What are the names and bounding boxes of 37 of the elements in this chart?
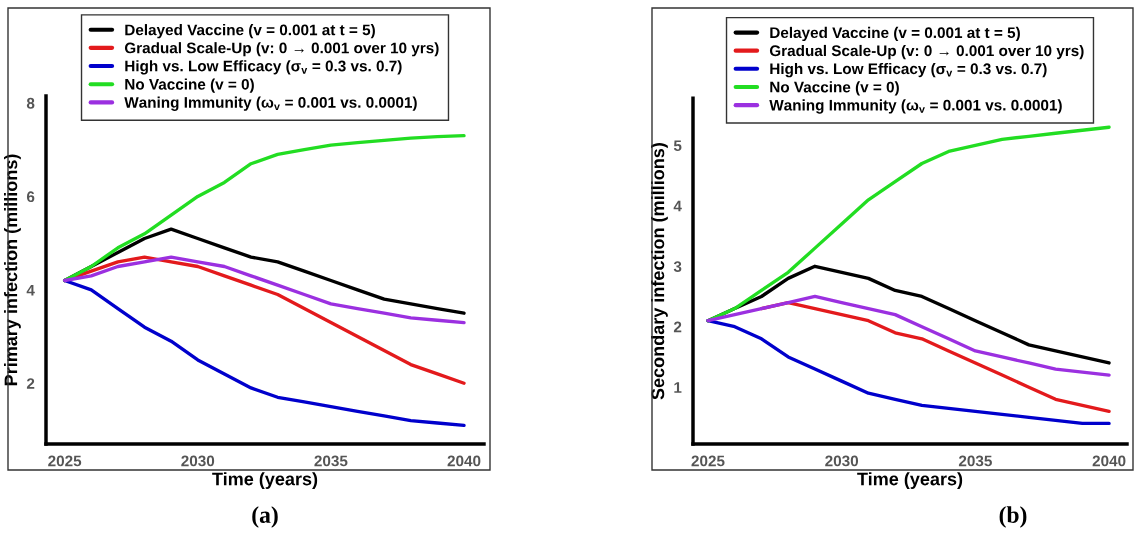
- legend-label: Waning Immunity (ω$_{v}$ = 0.001 vs. 0.0001): [124, 96, 417, 111]
- legend-label: Waning Immunity (ω$_{v}$ = 0.001 vs. 0.0001): [769, 99, 1062, 114]
- x-tick-label: 2025: [691, 455, 725, 467]
- y-tick-label: 3: [673, 261, 682, 272]
- text: (b): [999, 506, 1027, 528]
- y-tick-label: 2: [26, 378, 35, 389]
- line-series: [706, 294, 1111, 377]
- legend-label: High vs. Low Efficacy (σ$_{v}$ = 0.3 vs. 0.7): [770, 62, 1047, 78]
- x-tick-label: 2030: [825, 455, 859, 467]
- x-tick-label: 2025: [48, 455, 82, 467]
- y-tick-label: 6: [26, 191, 35, 203]
- legend-label: Gradual Scale-Up (v: 0 → 0.001 over 10 yrs): [124, 42, 439, 57]
- y-tick-label: 4: [673, 200, 682, 212]
- line-series: [706, 319, 1111, 426]
- legend-label: Gradual Scale-Up (v: 0 → 0.001 over 10 yrs): [769, 44, 1084, 60]
- x-tick-label: 2035: [314, 455, 348, 467]
- y-axis-title: Primary infection (millions): [4, 154, 21, 386]
- y-tick-label: 5: [673, 140, 682, 152]
- line-series: [62, 255, 466, 325]
- x-tick-label: 2040: [447, 455, 481, 467]
- x-tick-label: 2040: [1092, 455, 1126, 467]
- x-axis-title: Time (years): [857, 472, 963, 489]
- line-series: [62, 278, 466, 427]
- y-tick-label: 4: [26, 284, 35, 296]
- legend-label: Delayed Vaccine (v = 0.001 at t = 5): [125, 24, 375, 39]
- x-tick-label: 2030: [181, 455, 215, 467]
- legend-label: Delayed Vaccine (v = 0.001 at t = 5): [770, 26, 1020, 42]
- text: (a): [252, 506, 278, 528]
- y-axis-title: Secondary infection (millions): [651, 143, 668, 400]
- legend-label: No Vaccine (v = 0): [770, 81, 899, 96]
- x-tick-label: 2035: [958, 455, 992, 467]
- legend-label: High vs. Low Efficacy (σ$_{v}$ = 0.3 vs. 0.7): [125, 60, 402, 75]
- legend-label: No Vaccine (v = 0): [125, 78, 254, 93]
- y-tick-label: 8: [26, 97, 35, 109]
- y-tick-label: 1: [674, 382, 682, 393]
- y-tick-label: 2: [673, 321, 682, 333]
- x-axis-title: Time (years): [212, 472, 318, 489]
